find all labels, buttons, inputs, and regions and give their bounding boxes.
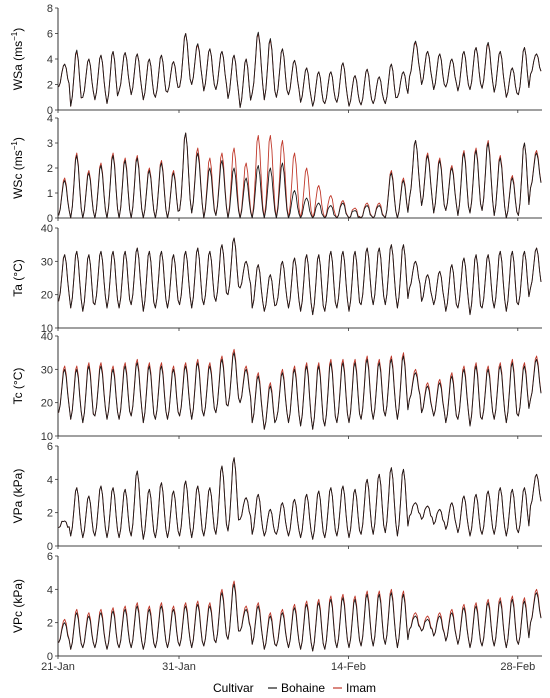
- y-tick-label: 4: [47, 113, 53, 125]
- series-line-bohaine: [58, 457, 542, 540]
- y-axis-label: WSa (ms−1): [10, 28, 25, 90]
- y-axis-label: Tc (°C): [11, 368, 25, 405]
- legend: Cultivar Bohaine Imam: [213, 681, 376, 695]
- series-line-bohaine: [58, 31, 542, 108]
- y-tick-label: 6: [47, 29, 53, 41]
- y-tick-label: 30: [41, 256, 53, 268]
- y-tick-label: 6: [47, 441, 53, 453]
- y-tick-label: 2: [47, 618, 53, 630]
- y-tick-label: 10: [41, 431, 53, 443]
- y-tick-label: 4: [47, 474, 53, 486]
- y-tick-label: 4: [47, 54, 53, 66]
- y-tick-label: 8: [47, 3, 53, 15]
- panel-tc: 10 20 30 40 Tc (°C): [11, 331, 542, 443]
- y-tick-label: 6: [47, 551, 53, 563]
- x-tick-label: 28-Feb: [500, 661, 535, 673]
- y-tick-label: 0: [47, 651, 53, 663]
- legend-title: Cultivar: [213, 681, 254, 695]
- y-tick-label: 2: [47, 163, 53, 175]
- panel-vpc: 0 2 4 6 VPc (kPa): [11, 551, 542, 663]
- y-tick-label: 1: [47, 188, 53, 200]
- panel-ta: 10 20 30 40 Ta (°C): [11, 223, 542, 335]
- x-tick-label: 21-Jan: [41, 661, 75, 673]
- series-line-bohaine: [58, 352, 542, 430]
- y-axis-label-text: WSc (ms: [11, 150, 25, 199]
- y-axis-label-end: ): [11, 137, 25, 141]
- series-line-bohaine: [58, 237, 542, 316]
- panel-wsc: 0 1 2 3 4 WSc (ms−1): [10, 113, 542, 225]
- y-tick-label: 30: [41, 364, 53, 376]
- y-axis-label: WSc (ms−1): [10, 137, 25, 199]
- y-axis-label-end: ): [11, 28, 25, 32]
- y-tick-label: 2: [47, 508, 53, 520]
- panel-vpa: 0 2 4 6 VPa (kPa): [11, 441, 542, 553]
- x-tick-label: 14-Feb: [331, 661, 366, 673]
- y-tick-label: 0: [47, 105, 53, 117]
- legend-label-imam: Imam: [346, 681, 376, 695]
- legend-label-bohaine: Bohaine: [281, 681, 325, 695]
- y-tick-label: 0: [47, 213, 53, 225]
- y-axis-label-text: Ta (°C): [11, 259, 25, 296]
- y-axis-label-text: WSa (ms: [11, 41, 25, 90]
- y-tick-label: 20: [41, 290, 53, 302]
- series-line-bohaine: [58, 132, 542, 219]
- y-axis-label: Ta (°C): [11, 259, 25, 296]
- y-tick-label: 40: [41, 331, 53, 343]
- y-tick-label: 4: [47, 584, 53, 596]
- y-axis-label-superscript: −1: [10, 141, 19, 151]
- y-tick-label: 10: [41, 323, 53, 335]
- y-tick-label: 20: [41, 398, 53, 410]
- x-axis: 21-Jan 31-Jan 14-Feb 28-Feb: [41, 661, 535, 673]
- y-axis-label-text: VPa (kPa): [11, 469, 25, 524]
- series-line-bohaine: [58, 583, 542, 652]
- y-tick-label: 40: [41, 223, 53, 235]
- y-axis-label-text: VPc (kPa): [11, 579, 25, 633]
- y-axis-label: VPa (kPa): [11, 469, 25, 524]
- y-tick-label: 2: [47, 80, 53, 92]
- panel-wsa: 0 2 4 6 8 WSa (ms−1): [10, 3, 542, 117]
- y-tick-label: 0: [47, 541, 53, 553]
- y-axis-label: VPc (kPa): [11, 579, 25, 633]
- y-tick-label: 3: [47, 138, 53, 150]
- y-axis-label-superscript: −1: [10, 31, 19, 41]
- y-axis-label-text: Tc (°C): [11, 368, 25, 405]
- x-tick-label: 31-Jan: [162, 661, 196, 673]
